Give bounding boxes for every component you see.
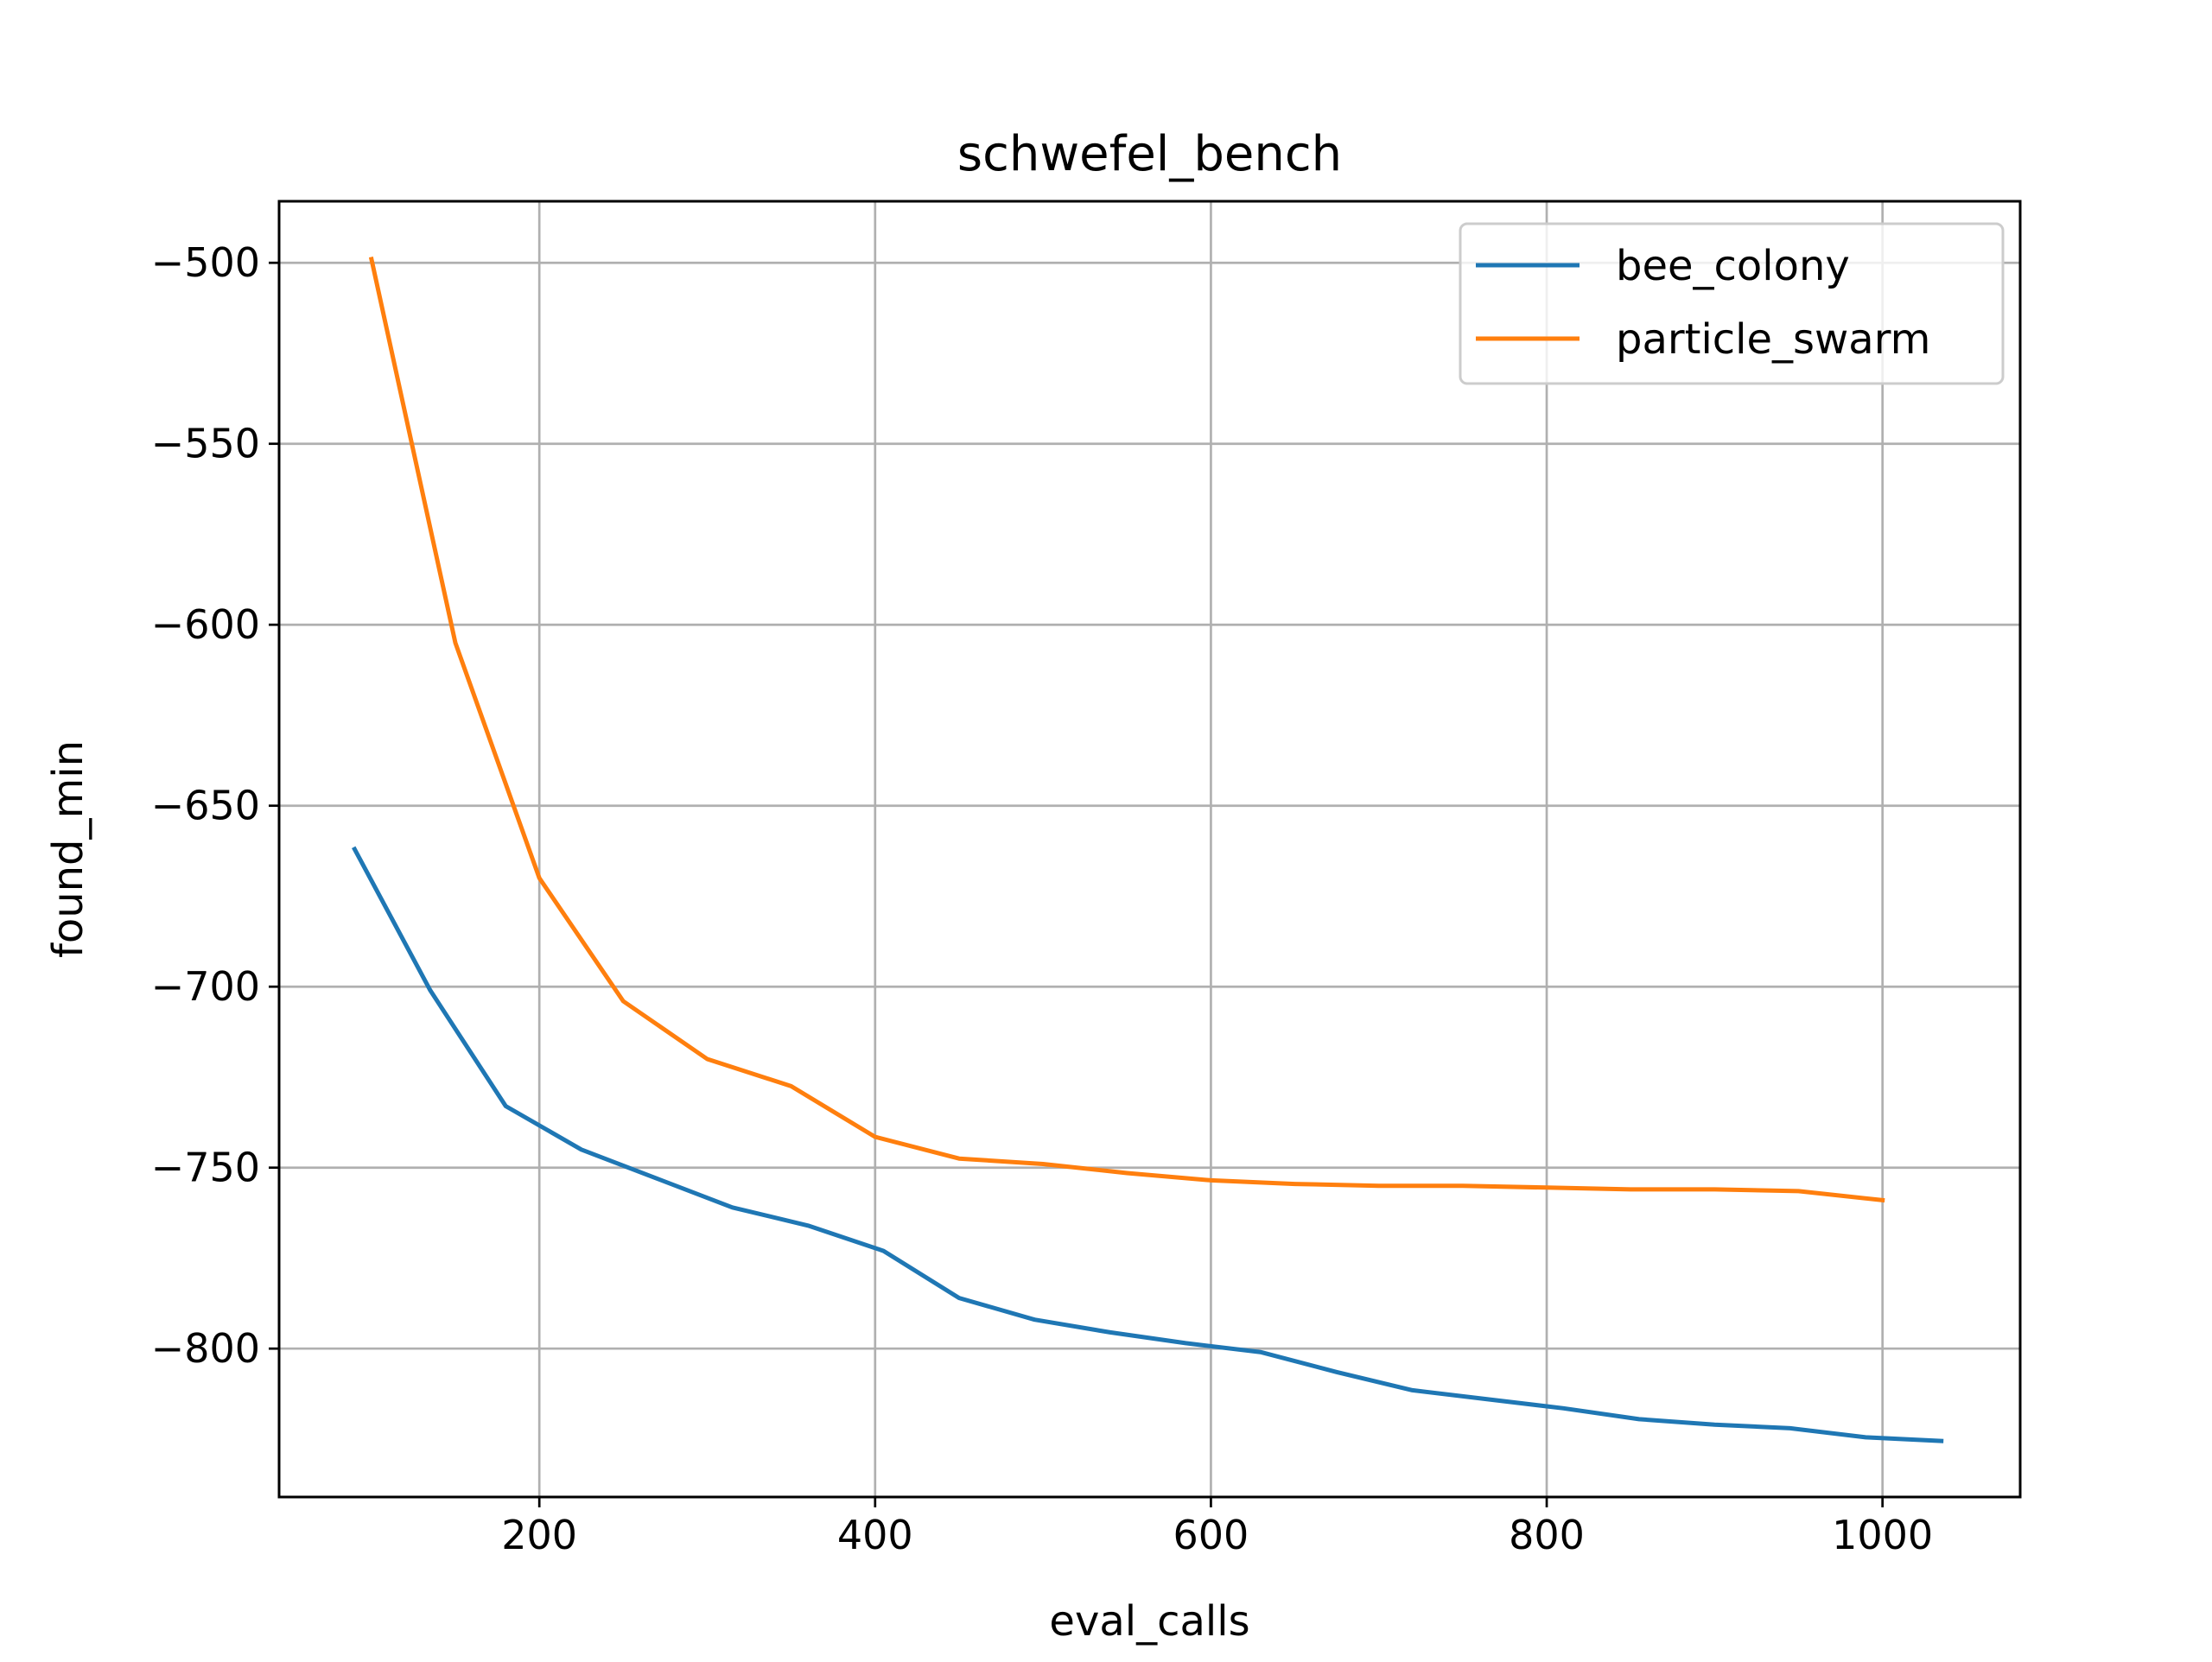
grid-lines: [279, 201, 2020, 1497]
plot-frame: [277, 200, 2022, 1499]
y-tick-label: −550: [151, 421, 260, 467]
chart-title: schwefel_bench: [957, 126, 1342, 182]
y-tick-label: −650: [151, 783, 260, 829]
x-tick-label: 1000: [1832, 1512, 1933, 1558]
legend: bee_colony particle_swarm: [1459, 222, 2005, 385]
x-tick-label: 400: [837, 1512, 913, 1558]
y-tick-label: −600: [151, 601, 260, 648]
legend-box: [1459, 222, 2005, 385]
x-tick-label: 600: [1173, 1512, 1249, 1558]
y-axis-label: found_min: [44, 740, 92, 958]
y-tick-label: −800: [151, 1325, 260, 1372]
x-tick-label: 200: [501, 1512, 577, 1558]
legend-label-bee-colony: bee_colony: [1616, 242, 1850, 290]
x-tick-label: 800: [1509, 1512, 1585, 1558]
y-tick-label: −700: [151, 963, 260, 1010]
y-tick-label: −750: [151, 1145, 260, 1191]
x-axis-label: eval_calls: [1049, 1597, 1249, 1646]
series-lines: [352, 257, 1944, 1443]
y-tick-label: −500: [151, 239, 260, 286]
axis-ticks: 200 400 600 800 1000 −500 −550 −600 −650 −700 −750…: [151, 239, 1934, 1558]
series-line-bee-colony: [352, 846, 1944, 1443]
legend-label-particle-swarm: particle_swarm: [1616, 315, 1930, 364]
series-line-particle-swarm: [368, 257, 1885, 1203]
